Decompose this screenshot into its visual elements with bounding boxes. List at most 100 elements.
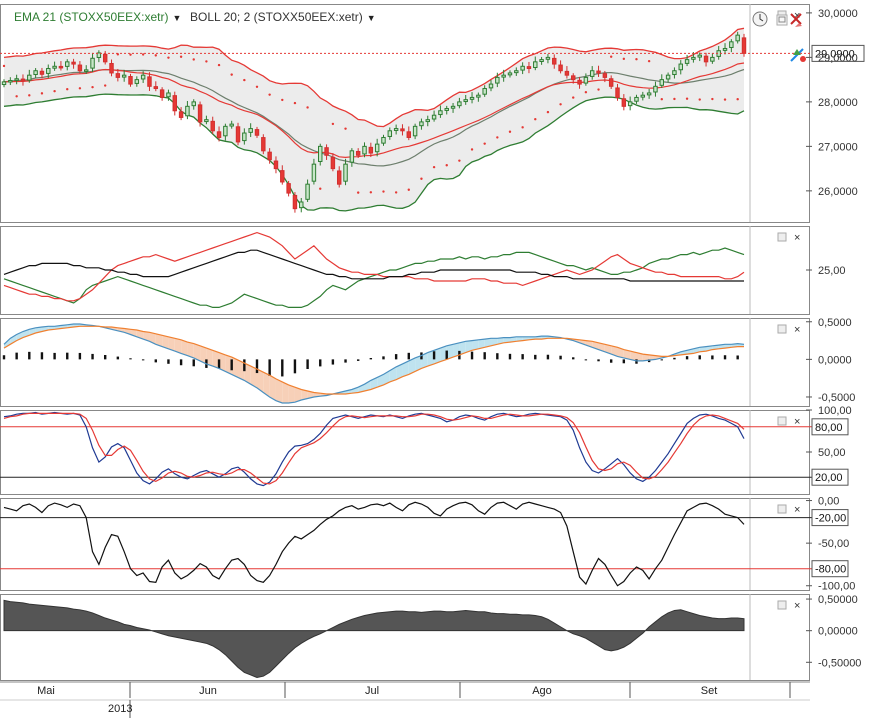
parabolic-dot bbox=[369, 191, 373, 194]
dmi_minus-line bbox=[3, 231, 745, 302]
candle-body bbox=[684, 59, 690, 64]
candle-body bbox=[90, 57, 95, 69]
ema-legend[interactable]: EMA 21 (STOXX50EEX:xetr) ▼ bbox=[14, 10, 181, 24]
panel-close-icon[interactable]: × bbox=[794, 600, 800, 612]
macd-histogram-bar bbox=[584, 359, 588, 361]
macd-fill bbox=[200, 345, 207, 364]
parabolic-dot bbox=[483, 142, 486, 145]
panel-maximize-icon[interactable] bbox=[777, 324, 787, 334]
parabolic-dot bbox=[141, 53, 145, 56]
candle-body bbox=[545, 56, 551, 60]
close-icon[interactable] bbox=[789, 12, 805, 30]
candle-body bbox=[419, 121, 424, 127]
panel-close-icon[interactable]: × bbox=[794, 504, 800, 516]
candle-body bbox=[615, 87, 620, 98]
macd-histogram-bar bbox=[141, 359, 145, 361]
month-label: Mai bbox=[37, 685, 55, 697]
panel-close-icon[interactable]: × bbox=[794, 232, 800, 244]
tick-label-price: 27,0000 bbox=[818, 141, 858, 153]
clock-icon[interactable] bbox=[752, 11, 768, 27]
macd-histogram-bar bbox=[344, 359, 347, 363]
macd-fill bbox=[402, 360, 409, 377]
macd-histogram-bar bbox=[91, 353, 94, 360]
candle-body bbox=[735, 34, 740, 42]
candle-body bbox=[665, 74, 671, 80]
macd-fill bbox=[377, 374, 384, 388]
parabolic-dot bbox=[559, 103, 562, 106]
macd-fill bbox=[225, 354, 232, 375]
panel-frame-williams_r bbox=[0, 498, 810, 591]
candle-body bbox=[431, 114, 437, 120]
candle-body bbox=[14, 78, 19, 81]
dmi_plus-line bbox=[3, 247, 745, 308]
panel-maximize-icon[interactable] bbox=[777, 232, 787, 242]
parabolic-dot bbox=[255, 85, 259, 88]
drawing-tool-icon[interactable] bbox=[789, 45, 807, 63]
candle-body bbox=[267, 151, 272, 161]
candle-body bbox=[96, 52, 102, 58]
macd-histogram-bar bbox=[673, 357, 676, 360]
macd-fill bbox=[509, 336, 517, 343]
macd-fill bbox=[617, 347, 624, 358]
candle-body bbox=[58, 65, 64, 69]
parabolic-dot bbox=[572, 96, 575, 99]
macd-histogram-bar bbox=[78, 352, 82, 360]
candle-body bbox=[355, 150, 361, 156]
tick-label-stoch: 50,00 bbox=[818, 447, 846, 459]
macd-histogram-bar bbox=[572, 357, 575, 360]
candle-body bbox=[412, 125, 418, 137]
parabolic-dot bbox=[736, 97, 739, 101]
macd-fill bbox=[389, 366, 397, 382]
parabolic-dot bbox=[167, 56, 170, 59]
macd-fill bbox=[275, 378, 283, 403]
panel-close-icon[interactable]: × bbox=[794, 10, 800, 22]
candle-body bbox=[558, 64, 563, 72]
macd-histogram-bar bbox=[470, 351, 474, 360]
macd-fill bbox=[244, 363, 251, 385]
panel-maximize-icon[interactable] bbox=[777, 600, 787, 610]
candle-body bbox=[482, 88, 487, 95]
parabolic-dot bbox=[597, 88, 600, 91]
tick-label-williams_r: -50,00 bbox=[818, 538, 849, 550]
reference-label-stoch: 20,00 bbox=[815, 472, 843, 484]
bollinger-band-fill bbox=[4, 28, 744, 211]
month-label: Set bbox=[701, 685, 718, 697]
candle-body bbox=[406, 131, 412, 138]
candle-body bbox=[501, 74, 506, 78]
boll-legend[interactable]: BOLL 20; 2 (STOXX50EEX:xetr) ▼ bbox=[190, 10, 376, 24]
candle-body bbox=[52, 65, 57, 69]
panel-close-icon[interactable]: × bbox=[794, 324, 800, 336]
candle-body bbox=[349, 150, 355, 163]
candle-body bbox=[387, 130, 393, 137]
macd-histogram-bar bbox=[496, 353, 499, 360]
macd-fill bbox=[699, 346, 707, 352]
candle-body bbox=[564, 70, 570, 76]
candle-body bbox=[374, 143, 380, 153]
candle-body bbox=[254, 129, 260, 136]
macd-histogram-bar bbox=[167, 359, 170, 364]
macd-fill bbox=[193, 343, 201, 361]
tick-label-macd: 0,5000 bbox=[818, 317, 852, 329]
tick-label-oscillator: -0,50000 bbox=[818, 657, 861, 669]
candle-body bbox=[71, 61, 76, 65]
boll-dropdown-icon[interactable]: ▼ bbox=[366, 13, 376, 23]
maximize-icon[interactable] bbox=[776, 13, 788, 26]
candle-body bbox=[672, 70, 677, 76]
parabolic-dot bbox=[205, 60, 208, 63]
parabolic-dot bbox=[685, 97, 689, 100]
panel-close-icon[interactable]: × bbox=[794, 416, 800, 428]
tick-label-macd: -0,5000 bbox=[818, 392, 855, 404]
candle-body bbox=[178, 111, 184, 118]
candle-body bbox=[147, 76, 152, 87]
panel-maximize-icon[interactable] bbox=[777, 416, 787, 426]
macd-histogram-bar bbox=[508, 353, 512, 360]
macd-fill bbox=[294, 387, 302, 403]
candle-body bbox=[627, 101, 633, 107]
ema-dropdown-icon[interactable]: ▼ bbox=[172, 13, 182, 23]
macd-fill bbox=[408, 357, 416, 375]
parabolic-dot bbox=[534, 118, 537, 121]
panel-maximize-icon[interactable] bbox=[777, 504, 787, 514]
candle-body bbox=[140, 74, 146, 80]
candle-body bbox=[280, 170, 285, 183]
